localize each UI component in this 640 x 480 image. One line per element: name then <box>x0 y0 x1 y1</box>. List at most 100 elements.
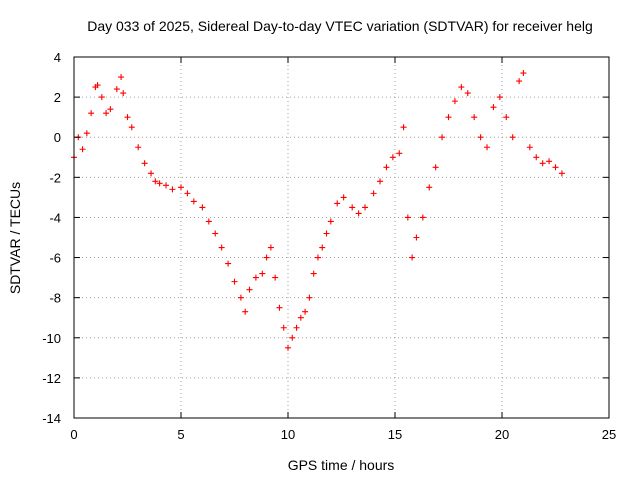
y-tick-label: -4 <box>49 210 61 225</box>
data-point <box>242 308 249 315</box>
data-point <box>88 110 95 117</box>
axis-ticks: 0 5 10 15 20 25 -14 -12 -10 -8 -6 -4 -2 0 2 4 <box>42 50 616 442</box>
y-tick-label: 0 <box>54 130 61 145</box>
data-point <box>225 260 232 267</box>
data-point <box>409 254 416 261</box>
data-point <box>419 214 426 221</box>
data-point <box>400 124 407 131</box>
data-point <box>349 204 356 211</box>
data-point <box>98 94 105 101</box>
data-point <box>306 294 313 301</box>
data-point <box>205 218 212 225</box>
data-point <box>163 182 170 189</box>
data-point <box>178 184 184 191</box>
y-tick-label: -12 <box>42 371 61 386</box>
data-point <box>370 190 377 197</box>
data-point <box>259 270 266 277</box>
data-point <box>190 198 197 205</box>
y-tick-label: 2 <box>54 90 61 105</box>
data-point <box>141 160 148 167</box>
data-point <box>169 186 176 193</box>
data-point <box>362 204 369 211</box>
data-point <box>103 110 110 117</box>
data-point <box>107 106 114 113</box>
y-tick-label: -14 <box>42 411 61 426</box>
data-point <box>477 134 484 141</box>
data-point <box>124 114 131 121</box>
data-point <box>546 158 553 165</box>
data-point <box>289 334 296 341</box>
data-point <box>276 304 283 311</box>
data-point <box>439 134 446 141</box>
data-point <box>451 98 458 105</box>
data-point <box>120 90 127 97</box>
data-point <box>156 180 163 187</box>
data-point <box>302 308 309 315</box>
data-point <box>432 164 439 171</box>
data-point <box>484 144 491 151</box>
data-point <box>212 230 219 237</box>
data-point <box>404 214 411 221</box>
data-point <box>458 84 465 91</box>
data-point <box>496 94 503 101</box>
x-tick-label: 20 <box>495 427 509 442</box>
y-tick-label: 4 <box>54 50 61 65</box>
y-axis-label: SDTVAR / TECUs <box>7 182 23 294</box>
x-tick-label: 15 <box>388 427 402 442</box>
data-point <box>94 82 101 89</box>
data-point <box>503 114 510 121</box>
y-tick-label: -2 <box>49 170 61 185</box>
x-tick-label: 5 <box>177 427 184 442</box>
data-point <box>539 160 546 167</box>
data-point <box>334 200 341 207</box>
data-point <box>552 164 559 171</box>
data-point <box>396 150 403 157</box>
data-point <box>113 86 120 93</box>
data-point <box>246 286 253 293</box>
data-point <box>263 254 270 261</box>
x-axis-label: GPS time / hours <box>288 457 395 473</box>
data-point <box>237 294 244 301</box>
data-point <box>533 154 540 161</box>
data-point <box>199 204 206 211</box>
data-point <box>323 230 330 237</box>
data-point <box>280 324 287 331</box>
data-point <box>383 164 390 171</box>
y-tick-label: -8 <box>49 291 61 306</box>
data-point <box>509 134 516 141</box>
data-point <box>79 146 86 153</box>
data-point <box>377 178 384 185</box>
data-point <box>231 278 238 285</box>
data-point <box>520 70 527 77</box>
data-point <box>327 218 334 225</box>
x-tick-label: 10 <box>281 427 295 442</box>
data-point <box>389 154 396 161</box>
data-point <box>355 210 362 217</box>
data-point <box>184 190 191 197</box>
data-point <box>83 130 90 137</box>
data-series-sdtvar <box>71 70 565 351</box>
plot-frame <box>73 56 610 419</box>
data-point <box>310 270 317 277</box>
data-point <box>490 104 497 111</box>
data-point <box>128 124 135 131</box>
data-point <box>218 244 225 251</box>
chart-title: Day 033 of 2025, Sidereal Day-to-day VTE… <box>87 18 593 34</box>
data-point <box>516 78 523 85</box>
data-point <box>118 74 125 81</box>
data-point <box>293 324 300 331</box>
data-point <box>285 344 291 351</box>
data-point <box>445 114 452 121</box>
data-point <box>252 274 259 281</box>
data-point <box>148 170 155 177</box>
y-tick-label: -6 <box>49 251 61 266</box>
data-point <box>340 194 347 201</box>
x-tick-label: 25 <box>602 427 616 442</box>
data-point <box>558 170 565 177</box>
data-point <box>314 254 321 261</box>
data-point <box>297 314 304 321</box>
data-point <box>135 144 142 151</box>
data-point <box>319 244 326 251</box>
x-tick-label: 0 <box>70 427 77 442</box>
